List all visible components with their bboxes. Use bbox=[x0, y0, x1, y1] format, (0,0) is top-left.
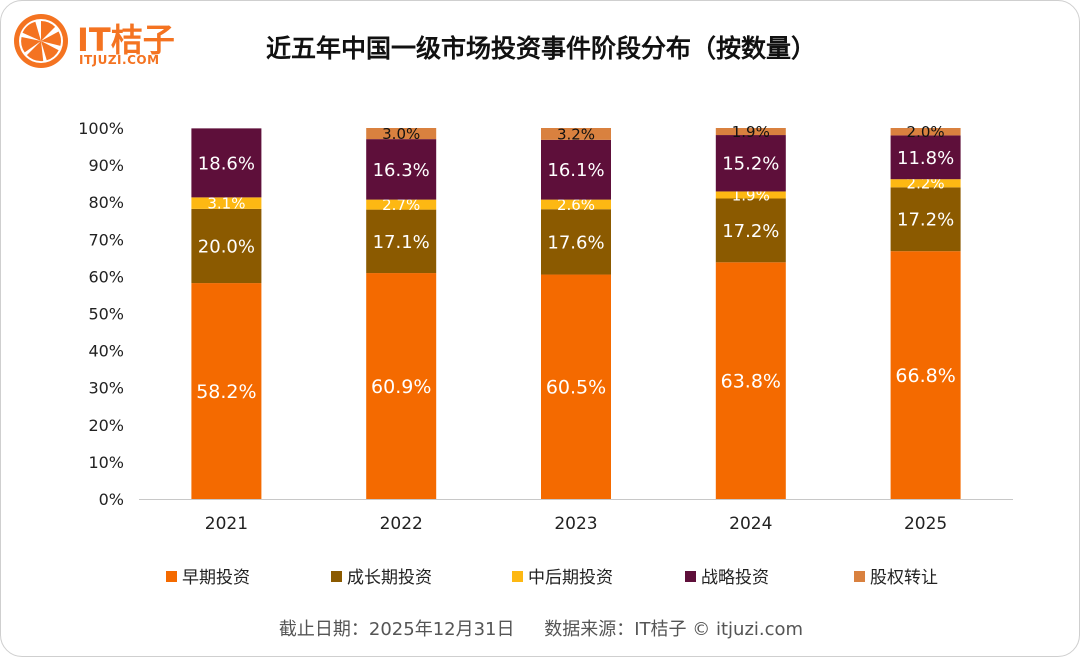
data-label: 16.3% bbox=[373, 160, 430, 181]
x-tick-label: 2021 bbox=[205, 514, 248, 534]
y-tick-label: 0% bbox=[99, 490, 124, 509]
data-label: 58.2% bbox=[196, 381, 256, 403]
legend-label: 中后期投资 bbox=[528, 568, 613, 588]
y-tick-label: 60% bbox=[88, 267, 124, 286]
y-tick-label: 100% bbox=[78, 119, 124, 138]
bar-segment bbox=[541, 274, 611, 499]
data-label: 16.1% bbox=[547, 160, 604, 181]
legend-swatch bbox=[331, 571, 342, 582]
legend-label: 股权转让 bbox=[870, 568, 938, 588]
brand-name: IT桔子 bbox=[77, 21, 175, 59]
data-label: 18.6% bbox=[198, 153, 255, 174]
legend-swatch bbox=[166, 571, 177, 582]
bar-segment bbox=[715, 198, 786, 263]
bar-segment bbox=[715, 135, 786, 192]
bar-segment bbox=[890, 128, 961, 136]
data-label: 60.9% bbox=[371, 376, 431, 398]
bar-segment bbox=[366, 209, 437, 274]
bar-segment bbox=[191, 208, 262, 284]
data-label: 2.0% bbox=[907, 123, 945, 141]
x-tick-label: 2024 bbox=[729, 514, 772, 534]
bar-segment bbox=[541, 128, 611, 140]
legend-label: 成长期投资 bbox=[347, 568, 432, 588]
data-label: 63.8% bbox=[721, 370, 781, 392]
bar-segment bbox=[366, 199, 437, 210]
brand-logo: IT桔子 ITJUZI.COM bbox=[13, 13, 213, 69]
data-source: 数据来源：IT桔子 © itjuzi.com bbox=[544, 619, 804, 640]
data-label: 2.6% bbox=[557, 196, 595, 214]
legend-swatch bbox=[685, 571, 696, 582]
y-tick-label: 80% bbox=[88, 193, 124, 212]
y-tick-label: 50% bbox=[88, 305, 124, 324]
bar-segment bbox=[366, 273, 437, 499]
data-label: 1.9% bbox=[732, 123, 770, 141]
chart-title: 近五年中国一级市场投资事件阶段分布（按数量） bbox=[265, 34, 816, 63]
legend-label: 战略投资 bbox=[701, 568, 769, 588]
bar-segment bbox=[366, 139, 437, 200]
bar-segment bbox=[191, 128, 262, 198]
data-label: 17.6% bbox=[547, 232, 604, 253]
y-tick-label: 10% bbox=[88, 453, 124, 472]
y-tick-label: 20% bbox=[88, 416, 124, 435]
y-tick-label: 70% bbox=[88, 230, 124, 249]
data-label: 15.2% bbox=[722, 154, 779, 175]
bar-segment bbox=[541, 209, 611, 275]
data-label: 20.0% bbox=[198, 236, 255, 257]
legend-label: 早期投资 bbox=[182, 568, 250, 588]
data-label: 17.1% bbox=[373, 232, 430, 253]
data-label: 17.2% bbox=[722, 221, 779, 242]
y-tick-label: 30% bbox=[88, 379, 124, 398]
bar-segment bbox=[890, 135, 961, 180]
x-tick-label: 2022 bbox=[380, 514, 423, 534]
data-label: 60.5% bbox=[546, 377, 606, 399]
bar-segment bbox=[541, 139, 611, 200]
orange-slice-icon bbox=[14, 14, 68, 68]
bar-segment bbox=[890, 251, 961, 499]
bar-segment bbox=[715, 191, 786, 199]
data-label: 2.7% bbox=[382, 196, 420, 214]
data-label: 3.1% bbox=[207, 195, 245, 213]
cutoff-date: 截止日期：2025年12月31日 bbox=[278, 619, 515, 640]
bar-segment bbox=[366, 128, 437, 140]
data-label: 11.8% bbox=[897, 148, 954, 169]
y-tick-label: 40% bbox=[88, 342, 124, 361]
legend-swatch bbox=[854, 571, 865, 582]
bar-segment bbox=[715, 128, 786, 136]
bar-segment bbox=[191, 283, 262, 499]
footer: 截止日期：2025年12月31日 数据来源：IT桔子 © itjuzi.com bbox=[1, 615, 1079, 641]
bar-segment bbox=[191, 197, 262, 209]
x-tick-label: 2023 bbox=[554, 514, 597, 534]
bar-segment bbox=[890, 179, 961, 188]
y-tick-label: 90% bbox=[88, 156, 124, 175]
bar-segment bbox=[890, 187, 961, 252]
data-label: 3.0% bbox=[382, 125, 420, 143]
x-tick-label: 2025 bbox=[904, 514, 947, 534]
legend-swatch bbox=[512, 571, 523, 582]
brand-url: ITJUZI.COM bbox=[79, 53, 160, 67]
bar-segment bbox=[541, 199, 611, 210]
bar-segment bbox=[715, 262, 786, 499]
data-label: 17.2% bbox=[897, 210, 954, 231]
data-label: 3.2% bbox=[557, 125, 595, 143]
data-label: 66.8% bbox=[895, 365, 955, 387]
